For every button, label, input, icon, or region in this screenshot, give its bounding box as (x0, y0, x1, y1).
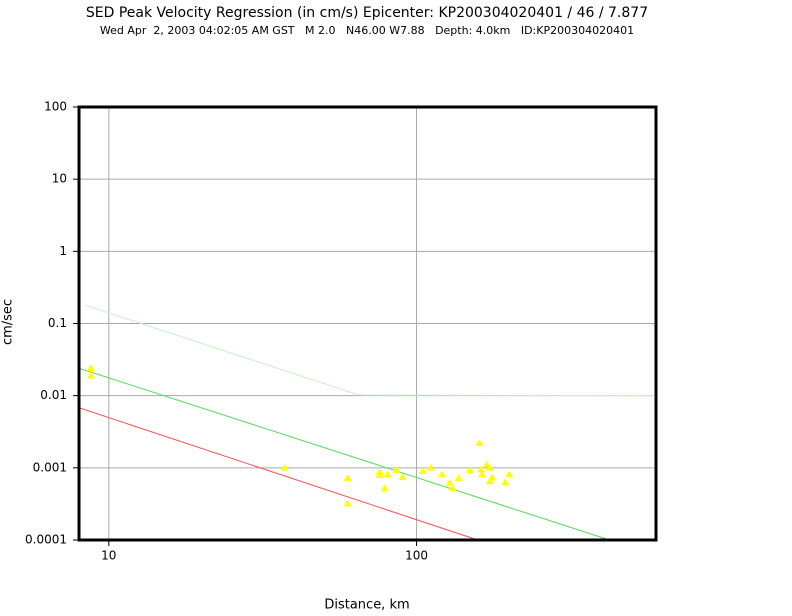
data-point (485, 463, 494, 471)
data-point (343, 474, 352, 481)
plot-frame (77, 105, 658, 542)
data-point (448, 484, 457, 492)
data-point (485, 477, 494, 485)
chart-title: SED Peak Velocity Regression (in cm/s) E… (86, 5, 648, 21)
data-point (280, 463, 289, 471)
data-point (375, 471, 384, 479)
regression-line (78, 407, 478, 541)
data-point (477, 465, 486, 473)
data-point (398, 473, 407, 481)
y-axis-label: cm/sec (1, 299, 16, 345)
data-point (438, 470, 447, 478)
data-point (418, 467, 427, 474)
y-tick-label: 0.01 (40, 388, 67, 402)
y-tick-label: 0.0001 (25, 533, 67, 547)
data-point (505, 470, 514, 478)
chart-subtitle: Wed Apr 2, 2003 04:02:05 AM GST M 2.0 N4… (100, 24, 634, 37)
x-tick-label: 10 (101, 549, 116, 563)
data-point (392, 466, 401, 473)
data-point (465, 466, 474, 473)
data-point (86, 364, 95, 372)
data-point (477, 470, 486, 478)
data-point (343, 499, 352, 507)
data-point (383, 470, 392, 478)
regression-line (78, 367, 610, 541)
data-point (445, 478, 454, 486)
data-point (488, 473, 497, 481)
regression-line (84, 304, 657, 397)
y-tick-label: 0.1 (48, 316, 67, 330)
data-point (454, 474, 463, 481)
data-point (86, 371, 95, 379)
x-axis-label: Distance, km (324, 598, 409, 613)
y-tick-label: 10 (52, 172, 67, 186)
y-tick-label: 1 (59, 244, 67, 258)
x-tick-label: 100 (405, 549, 428, 563)
data-point (380, 484, 389, 492)
y-tick-label: 0.001 (33, 460, 67, 474)
data-point (501, 478, 510, 486)
data-point (426, 463, 435, 471)
y-tick-label: 100 (44, 100, 67, 114)
data-point (475, 439, 484, 446)
